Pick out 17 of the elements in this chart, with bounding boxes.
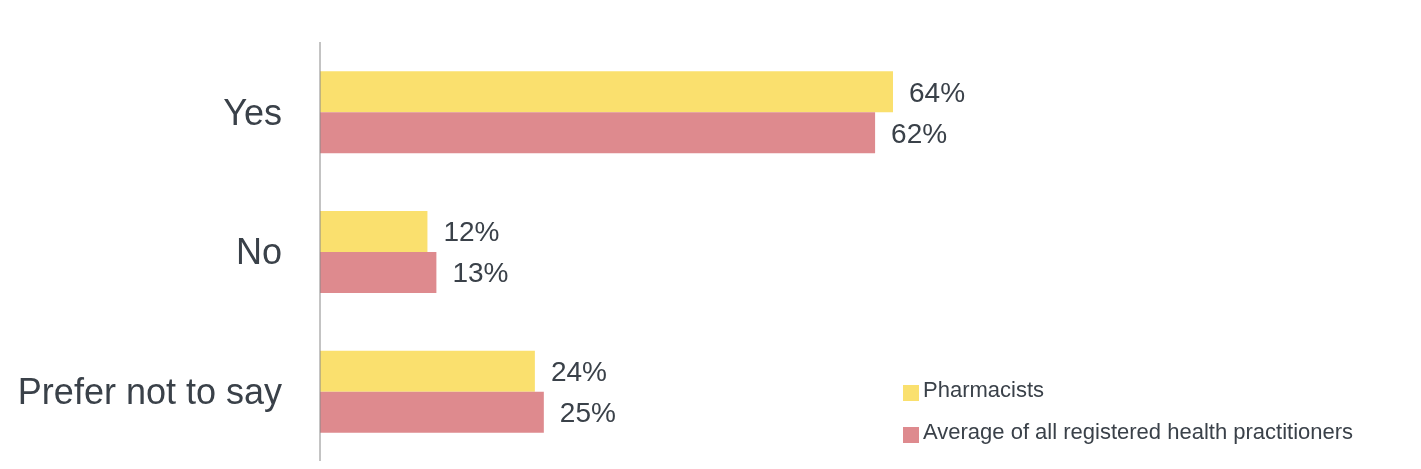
data-label: 64% [909,76,966,108]
data-label: 62% [891,117,948,149]
data-label: 25% [559,397,616,429]
data-label: 24% [550,356,607,388]
y-tick-label: No [235,231,282,273]
bar [320,391,544,433]
bar [320,71,893,113]
legend-label: Average of all registered health practitioners [923,419,1354,444]
data-label: 13% [452,257,509,289]
y-tick-label: Yes [223,91,282,133]
bar [320,252,437,293]
bar [320,350,535,392]
bar [320,211,428,252]
bar [320,112,876,154]
y-tick-label: Prefer not to say [17,370,282,412]
legend-label: Pharmacists [923,377,1045,402]
data-label: 12% [443,216,500,248]
